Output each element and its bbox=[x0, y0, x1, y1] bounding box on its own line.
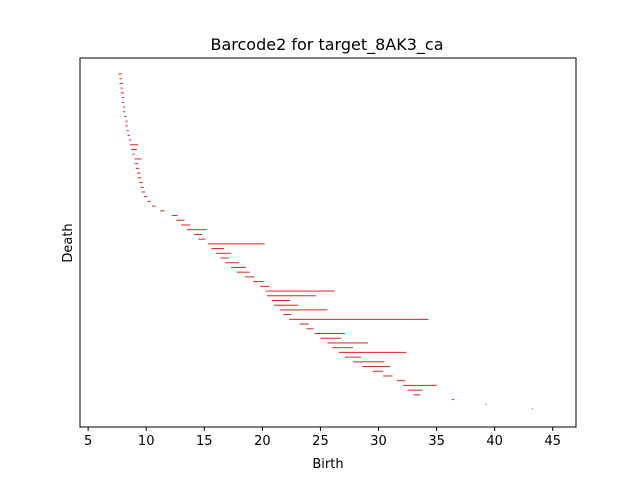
barcode-bar bbox=[283, 314, 292, 316]
barcode-bar bbox=[372, 370, 384, 372]
barcode-bar bbox=[141, 191, 146, 193]
barcode-bar bbox=[152, 205, 156, 207]
barcode-bar bbox=[265, 290, 335, 292]
x-tick-label: 30 bbox=[370, 434, 387, 449]
barcode-bar bbox=[236, 271, 250, 273]
barcode-bar bbox=[267, 295, 316, 297]
x-tick-label: 20 bbox=[254, 434, 271, 449]
x-axis-label: Birth bbox=[312, 457, 343, 472]
barcode-bar bbox=[314, 333, 345, 335]
barcode-bar bbox=[362, 366, 391, 368]
barcode-bar bbox=[451, 399, 455, 401]
barcode-bar bbox=[289, 318, 429, 320]
x-tick-label: 25 bbox=[312, 434, 329, 449]
barcode-bar bbox=[485, 403, 487, 405]
barcode-bar bbox=[122, 106, 126, 108]
barcode-bar bbox=[126, 130, 129, 132]
barcode-bar bbox=[119, 78, 122, 80]
barcode-bar bbox=[225, 262, 240, 264]
barcode-bar bbox=[138, 177, 142, 179]
barcode-bar bbox=[119, 82, 123, 84]
barcode-bar bbox=[147, 200, 151, 202]
barcode-bar bbox=[132, 153, 135, 155]
barcode-bar bbox=[244, 276, 255, 278]
barcode-bar bbox=[402, 384, 437, 386]
barcode-bar bbox=[413, 394, 421, 396]
barcode-bar bbox=[135, 167, 140, 169]
barcode-bar bbox=[121, 101, 125, 103]
barcode-bar bbox=[253, 281, 264, 283]
barcode-bar bbox=[211, 248, 225, 250]
chart-title: Barcode2 for target_8AK3_ca bbox=[211, 35, 444, 55]
bars-group bbox=[118, 73, 534, 410]
barcode-bar bbox=[131, 148, 137, 150]
barcode-bar bbox=[122, 111, 126, 113]
barcode-bar bbox=[139, 182, 143, 184]
barcode-bar bbox=[273, 304, 299, 306]
barcode-bar bbox=[181, 224, 191, 226]
barcode-bar bbox=[352, 361, 385, 363]
barcode-bar bbox=[220, 257, 229, 259]
barcode-bar bbox=[207, 243, 265, 245]
barcode-bar bbox=[397, 380, 406, 382]
plot-frame bbox=[79, 57, 577, 428]
barcode-bar bbox=[121, 97, 125, 99]
barcode-bar bbox=[160, 210, 165, 212]
barcode-bar bbox=[118, 73, 122, 75]
barcode-bar bbox=[320, 337, 342, 339]
barcode-bar bbox=[125, 125, 128, 127]
barcode-bar bbox=[125, 120, 128, 122]
barcode-bar bbox=[171, 215, 178, 217]
barcode-bar bbox=[299, 323, 309, 325]
x-tick-label: 15 bbox=[196, 434, 213, 449]
barcode-bar bbox=[127, 134, 130, 136]
barcode-bar bbox=[136, 172, 141, 174]
barcode-bar bbox=[279, 309, 328, 311]
barcode-bar bbox=[193, 233, 202, 235]
barcode-bar bbox=[124, 115, 127, 117]
x-tick-label: 5 bbox=[84, 434, 92, 449]
barcode-bar bbox=[134, 163, 139, 165]
barcode-bar bbox=[531, 408, 534, 410]
x-tick-label: 35 bbox=[428, 434, 445, 449]
barcode-bar bbox=[339, 351, 407, 353]
barcode-bar bbox=[134, 158, 142, 160]
barcode-bar bbox=[332, 347, 353, 349]
barcode-bar bbox=[260, 285, 270, 287]
x-tick-label: 10 bbox=[138, 434, 155, 449]
barcode-bar bbox=[120, 92, 125, 94]
barcode-bar bbox=[129, 144, 139, 146]
y-axis-label: Death bbox=[61, 223, 76, 262]
barcode-bar bbox=[344, 356, 362, 358]
barcode-bar bbox=[143, 196, 148, 198]
barcode-bar bbox=[215, 252, 232, 254]
barcode-bar bbox=[120, 87, 123, 89]
barcode-bar bbox=[186, 229, 207, 231]
barcode-bar bbox=[231, 266, 247, 268]
barcode-bar bbox=[407, 389, 423, 391]
barcode-bar bbox=[383, 375, 393, 377]
barcode-bar bbox=[306, 328, 314, 330]
barcode-bar bbox=[327, 342, 369, 344]
x-tick-label: 40 bbox=[486, 434, 503, 449]
barcode-bar bbox=[198, 238, 206, 240]
barcode-bar bbox=[271, 299, 291, 301]
barcode-bar bbox=[140, 186, 144, 188]
barcode-bar bbox=[176, 219, 185, 221]
x-axis-ticks: 5 10 15 20 25 30 35 40 45 bbox=[84, 427, 561, 449]
x-tick-label: 45 bbox=[544, 434, 561, 449]
barcode-bar bbox=[128, 139, 132, 141]
